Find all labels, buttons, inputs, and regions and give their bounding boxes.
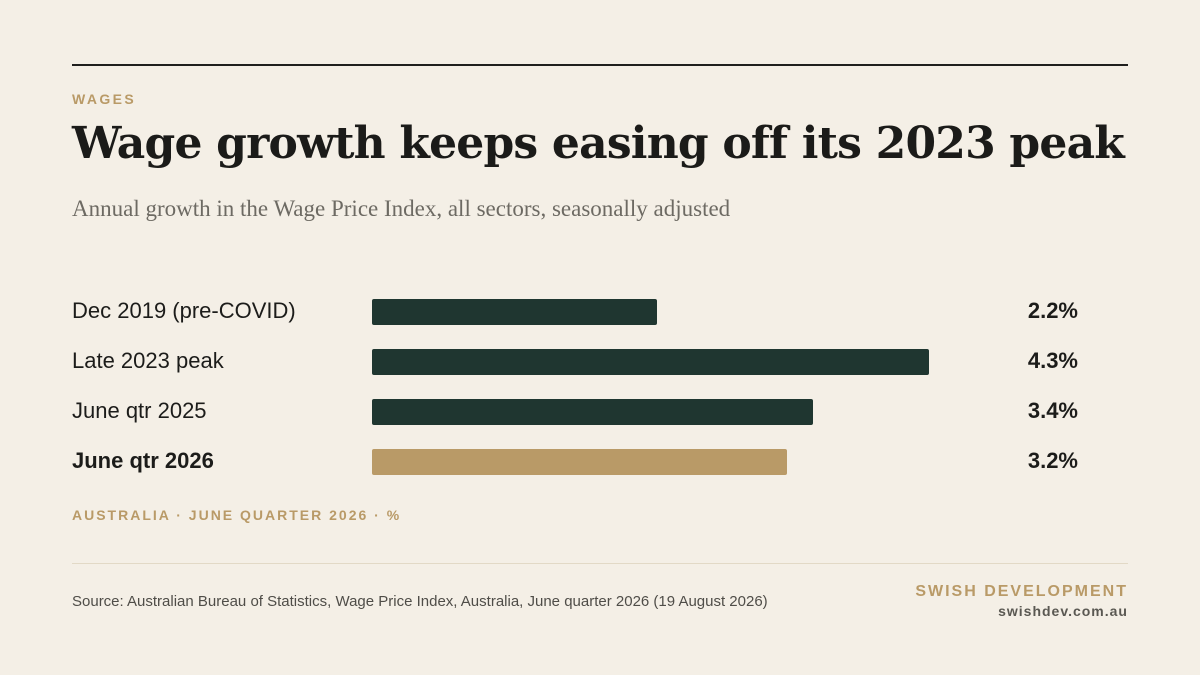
bar-track bbox=[372, 449, 1020, 475]
value-label: 3.2% bbox=[1027, 448, 1078, 473]
category-label: Late 2023 peak bbox=[72, 348, 224, 373]
bar-track bbox=[372, 399, 1020, 425]
bar bbox=[372, 349, 929, 375]
category-label: June qtr 2025 bbox=[72, 398, 207, 423]
brand-url: swishdev.com.au bbox=[998, 603, 1128, 619]
bar bbox=[372, 399, 813, 425]
source-note: Source: Australian Bureau of Statistics,… bbox=[72, 593, 768, 610]
brand-name: SWISH DEVELOPMENT bbox=[915, 583, 1128, 600]
value-label: 2.2% bbox=[1027, 298, 1078, 323]
bar-chart: Dec 2019 (pre-COVID) 2.2% Late 2023 peak 4.… bbox=[72, 286, 1128, 486]
bar bbox=[372, 299, 657, 325]
bar-track bbox=[372, 349, 1020, 375]
bar-row: June qtr 2026 3.2% bbox=[72, 436, 1128, 486]
chart-subtitle: Annual growth in the Wage Price Index, a… bbox=[72, 196, 731, 221]
bar-row: June qtr 2025 3.4% bbox=[72, 386, 1128, 436]
bottom-rule bbox=[72, 563, 1128, 564]
bar-row: Dec 2019 (pre-COVID) 2.2% bbox=[72, 286, 1128, 336]
top-rule bbox=[72, 64, 1128, 66]
bar-row: Late 2023 peak 4.3% bbox=[72, 336, 1128, 386]
bar bbox=[372, 449, 787, 475]
value-label: 4.3% bbox=[1027, 348, 1078, 373]
section-kicker: WAGES bbox=[72, 91, 137, 107]
chart-title: Wage growth keeps easing off its 2023 pe… bbox=[72, 118, 1125, 169]
category-label: Dec 2019 (pre-COVID) bbox=[72, 298, 296, 323]
bar-track bbox=[372, 299, 1020, 325]
chart-footnote: AUSTRALIA · JUNE QUARTER 2026 · % bbox=[72, 507, 402, 523]
value-label: 3.4% bbox=[1027, 398, 1078, 423]
category-label: June qtr 2026 bbox=[72, 448, 214, 473]
